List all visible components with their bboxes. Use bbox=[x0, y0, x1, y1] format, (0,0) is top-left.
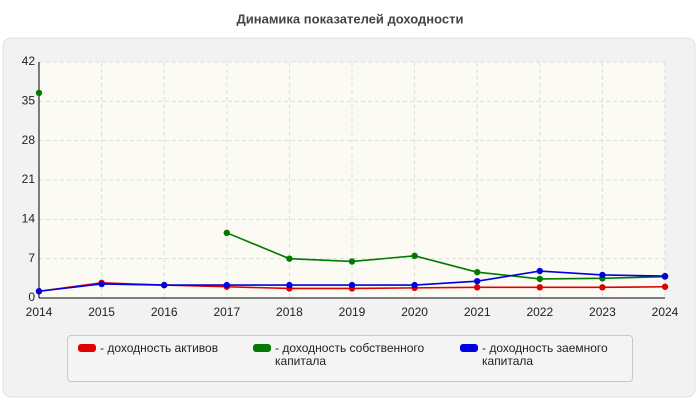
y-tick-label: 28 bbox=[22, 133, 36, 147]
y-tick-label: 0 bbox=[28, 290, 35, 304]
point bbox=[474, 268, 481, 276]
legend-label: - доходность активов bbox=[100, 341, 219, 355]
point bbox=[536, 267, 543, 275]
point bbox=[348, 258, 356, 265]
legend-label: - доходность заемного капитала bbox=[482, 341, 608, 368]
point bbox=[599, 284, 606, 291]
chart-title: Динамика показателей доходности bbox=[236, 11, 463, 26]
point bbox=[286, 281, 293, 289]
point bbox=[474, 277, 481, 285]
point bbox=[223, 281, 230, 289]
point bbox=[35, 89, 43, 97]
point bbox=[161, 281, 168, 289]
point bbox=[411, 281, 418, 289]
point bbox=[223, 229, 230, 237]
point bbox=[474, 284, 481, 291]
legend-label: - доходность собственного капитала bbox=[275, 341, 425, 368]
legend-item: - доходность активов bbox=[78, 342, 253, 355]
point bbox=[661, 272, 669, 280]
point bbox=[536, 275, 543, 283]
x-tick-label: 2023 bbox=[589, 305, 616, 319]
y-tick-label: 21 bbox=[22, 172, 36, 186]
x-tick-label: 2017 bbox=[213, 305, 240, 319]
legend: - доходность активов - доходность собстве… bbox=[67, 335, 633, 382]
x-tick-label: 2015 bbox=[88, 305, 115, 319]
point bbox=[35, 288, 43, 295]
point bbox=[599, 271, 606, 279]
point bbox=[411, 252, 418, 260]
y-tick-label: 42 bbox=[22, 54, 36, 68]
y-tick-label: 35 bbox=[22, 94, 36, 108]
legend-swatch bbox=[253, 344, 271, 352]
x-tick-label: 2022 bbox=[526, 305, 553, 319]
x-tick-label: 2020 bbox=[401, 305, 428, 319]
point bbox=[98, 280, 105, 288]
x-tick-label: 2021 bbox=[464, 305, 491, 319]
legend-item: - доходность заемного капитала bbox=[460, 342, 635, 368]
x-tick-label: 2018 bbox=[276, 305, 303, 319]
x-tick-label: 2019 bbox=[339, 305, 366, 319]
point bbox=[661, 283, 669, 290]
legend-swatch bbox=[460, 344, 478, 352]
legend-item: - доходность собственного капитала bbox=[253, 342, 428, 368]
y-tick-label: 14 bbox=[22, 212, 36, 226]
point bbox=[536, 284, 543, 291]
legend-swatch bbox=[78, 344, 96, 352]
x-tick-label: 2016 bbox=[151, 305, 178, 319]
y-tick-label: 7 bbox=[28, 251, 35, 265]
point bbox=[286, 255, 293, 262]
x-tick-label: 2014 bbox=[26, 305, 53, 319]
series-line bbox=[226, 232, 666, 280]
point bbox=[348, 281, 356, 289]
x-tick-label: 2024 bbox=[652, 305, 679, 319]
